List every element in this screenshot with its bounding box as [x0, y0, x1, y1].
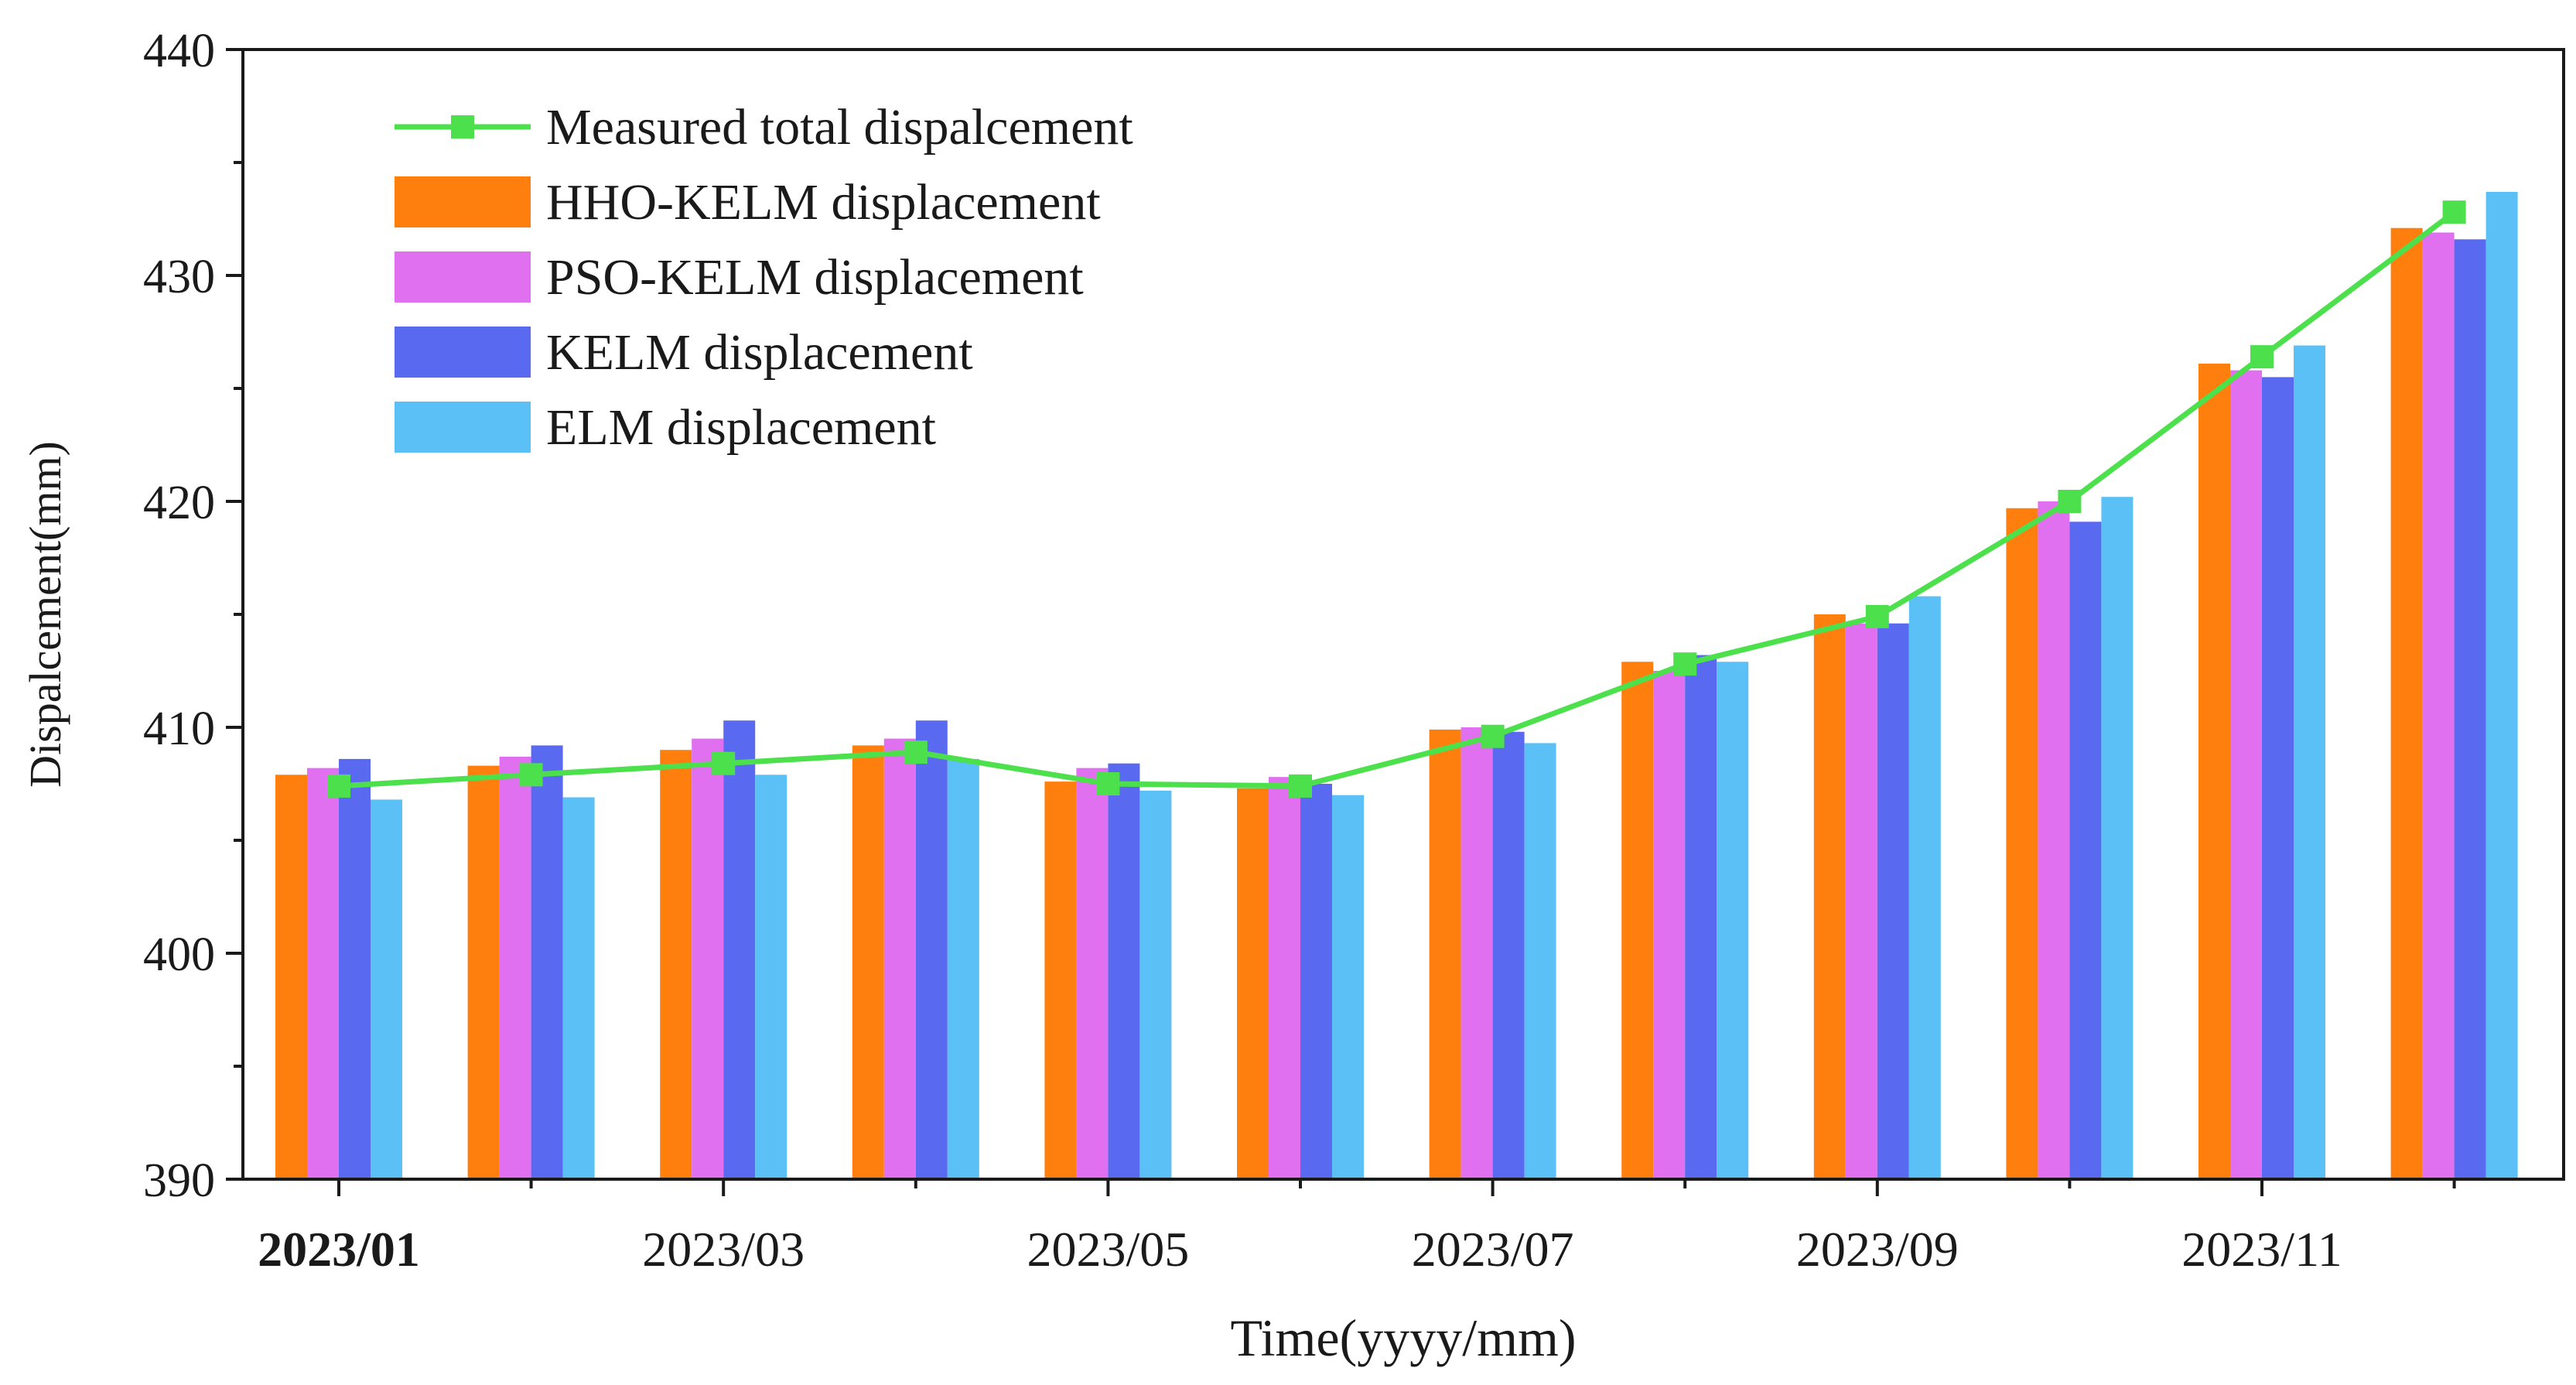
bar-pso-kelm-displacement-5	[1076, 768, 1109, 1179]
bar-pso-kelm-displacement-12	[2422, 232, 2455, 1179]
measured-point-7	[1481, 724, 1505, 748]
bar-elm-displacement-3	[755, 775, 787, 1179]
bar-kelm-displacement-7	[1492, 731, 1525, 1179]
bar-kelm-displacement-8	[1685, 655, 1717, 1179]
bar-elm-displacement-6	[1332, 795, 1364, 1179]
y-axis: 390 400 410 420 430 440	[143, 25, 243, 1207]
legend-item-2: HHO-KELM displacement	[395, 174, 1101, 231]
bars-layer	[275, 192, 2518, 1180]
bar-hho-kelm-displacement-5	[1044, 781, 1077, 1179]
measured-point-2	[519, 763, 543, 787]
bar-elm-displacement-2	[562, 797, 595, 1179]
bar-kelm-displacement-5	[1108, 763, 1140, 1179]
bar-hho-kelm-displacement-10	[2006, 508, 2038, 1179]
measured-point-9	[1865, 604, 1889, 628]
measured-point-3	[712, 751, 736, 775]
bar-pso-kelm-displacement-1	[307, 768, 339, 1179]
bar-hho-kelm-displacement-3	[660, 750, 692, 1179]
legend: Measured total dispalcement HHO-KELM disp…	[395, 99, 1133, 456]
legend-label: HHO-KELM displacement	[546, 174, 1101, 231]
x-axis-label: Time(yyyy/mm)	[1230, 1308, 1576, 1367]
legend-label: KELM displacement	[546, 324, 973, 381]
bar-hho-kelm-displacement-7	[1429, 729, 1461, 1179]
legend-item-5: ELM displacement	[395, 399, 936, 456]
measured-point-8	[1673, 652, 1697, 676]
x-tick-label: 2023/09	[1796, 1222, 1959, 1277]
bar-pso-kelm-displacement-3	[692, 738, 724, 1179]
bar-hho-kelm-displacement-9	[1813, 614, 1846, 1179]
y-tick-label: 440	[143, 25, 215, 77]
x-tick-label: 2023/05	[1027, 1222, 1190, 1277]
legend-item-3: PSO-KELM displacement	[395, 249, 1084, 306]
legend-marker-swatch	[451, 115, 474, 138]
bar-pso-kelm-displacement-9	[1845, 623, 1877, 1179]
measured-point-5	[1096, 772, 1120, 795]
bar-kelm-displacement-3	[723, 720, 756, 1179]
legend-bar-swatch	[395, 176, 531, 227]
bar-pso-kelm-displacement-4	[883, 738, 916, 1179]
measured-point-1	[327, 774, 350, 798]
legend-label: Measured total dispalcement	[546, 99, 1133, 156]
bar-pso-kelm-displacement-2	[499, 757, 531, 1179]
y-tick-label: 410	[143, 703, 215, 755]
bar-elm-displacement-9	[1908, 596, 1941, 1179]
x-tick-label: 2023/01	[258, 1222, 420, 1277]
legend-bar-swatch	[395, 402, 531, 453]
bar-kelm-displacement-1	[339, 758, 371, 1179]
legend-label: PSO-KELM displacement	[546, 249, 1084, 306]
measured-point-4	[904, 740, 928, 764]
bar-pso-kelm-displacement-10	[2038, 501, 2070, 1179]
bar-elm-displacement-12	[2485, 192, 2518, 1179]
bar-pso-kelm-displacement-8	[1653, 671, 1686, 1179]
bar-elm-displacement-5	[1139, 790, 1172, 1179]
bar-elm-displacement-7	[1524, 743, 1556, 1179]
bar-pso-kelm-displacement-7	[1461, 727, 1493, 1179]
x-tick-label: 2023/07	[1412, 1222, 1574, 1277]
legend-bar-swatch	[395, 327, 531, 378]
bar-elm-displacement-1	[371, 799, 402, 1179]
y-axis-label: Dispalcement(mm)	[20, 441, 70, 788]
bar-kelm-displacement-12	[2454, 239, 2486, 1179]
x-tick-label: 2023/03	[642, 1222, 805, 1277]
legend-label: ELM displacement	[546, 399, 936, 456]
bar-elm-displacement-11	[2294, 345, 2325, 1179]
bar-hho-kelm-displacement-6	[1237, 788, 1269, 1179]
bar-hho-kelm-displacement-2	[467, 765, 500, 1179]
bar-kelm-displacement-10	[2069, 522, 2102, 1179]
bar-kelm-displacement-9	[1877, 623, 1909, 1179]
legend-item-4: KELM displacement	[395, 324, 973, 381]
y-tick-label: 400	[143, 928, 215, 981]
x-axis: 2023/01 2023/03 2023/05 2023/07 2023/09 2023/…	[258, 1179, 2456, 1277]
measured-point-11	[2250, 345, 2274, 369]
bar-hho-kelm-displacement-12	[2390, 227, 2423, 1180]
bar-kelm-displacement-4	[915, 720, 948, 1179]
y-tick-label: 430	[143, 251, 215, 303]
bar-elm-displacement-8	[1717, 662, 1749, 1179]
bar-hho-kelm-displacement-4	[852, 745, 884, 1179]
bar-hho-kelm-displacement-1	[275, 775, 307, 1179]
x-tick-label: 2023/11	[2181, 1222, 2342, 1277]
bar-hho-kelm-displacement-8	[1621, 662, 1654, 1179]
bar-pso-kelm-displacement-11	[2230, 370, 2262, 1180]
bar-pso-kelm-displacement-6	[1269, 777, 1300, 1179]
measured-line	[338, 210, 2456, 789]
measured-point-10	[2058, 490, 2082, 513]
bar-elm-displacement-4	[947, 758, 979, 1179]
bar-kelm-displacement-11	[2262, 377, 2294, 1179]
measured-point-12	[2442, 200, 2466, 224]
y-tick-label: 390	[143, 1154, 215, 1207]
measured-line-layer	[327, 200, 2466, 798]
bar-hho-kelm-displacement-11	[2198, 363, 2230, 1179]
measured-point-6	[1289, 774, 1312, 798]
bar-elm-displacement-10	[2101, 497, 2134, 1179]
bar-kelm-displacement-2	[531, 745, 563, 1179]
y-tick-label: 420	[143, 477, 215, 529]
legend-item-1: Measured total dispalcement	[395, 99, 1133, 156]
legend-bar-swatch	[395, 251, 531, 303]
bar-kelm-displacement-6	[1300, 784, 1332, 1179]
